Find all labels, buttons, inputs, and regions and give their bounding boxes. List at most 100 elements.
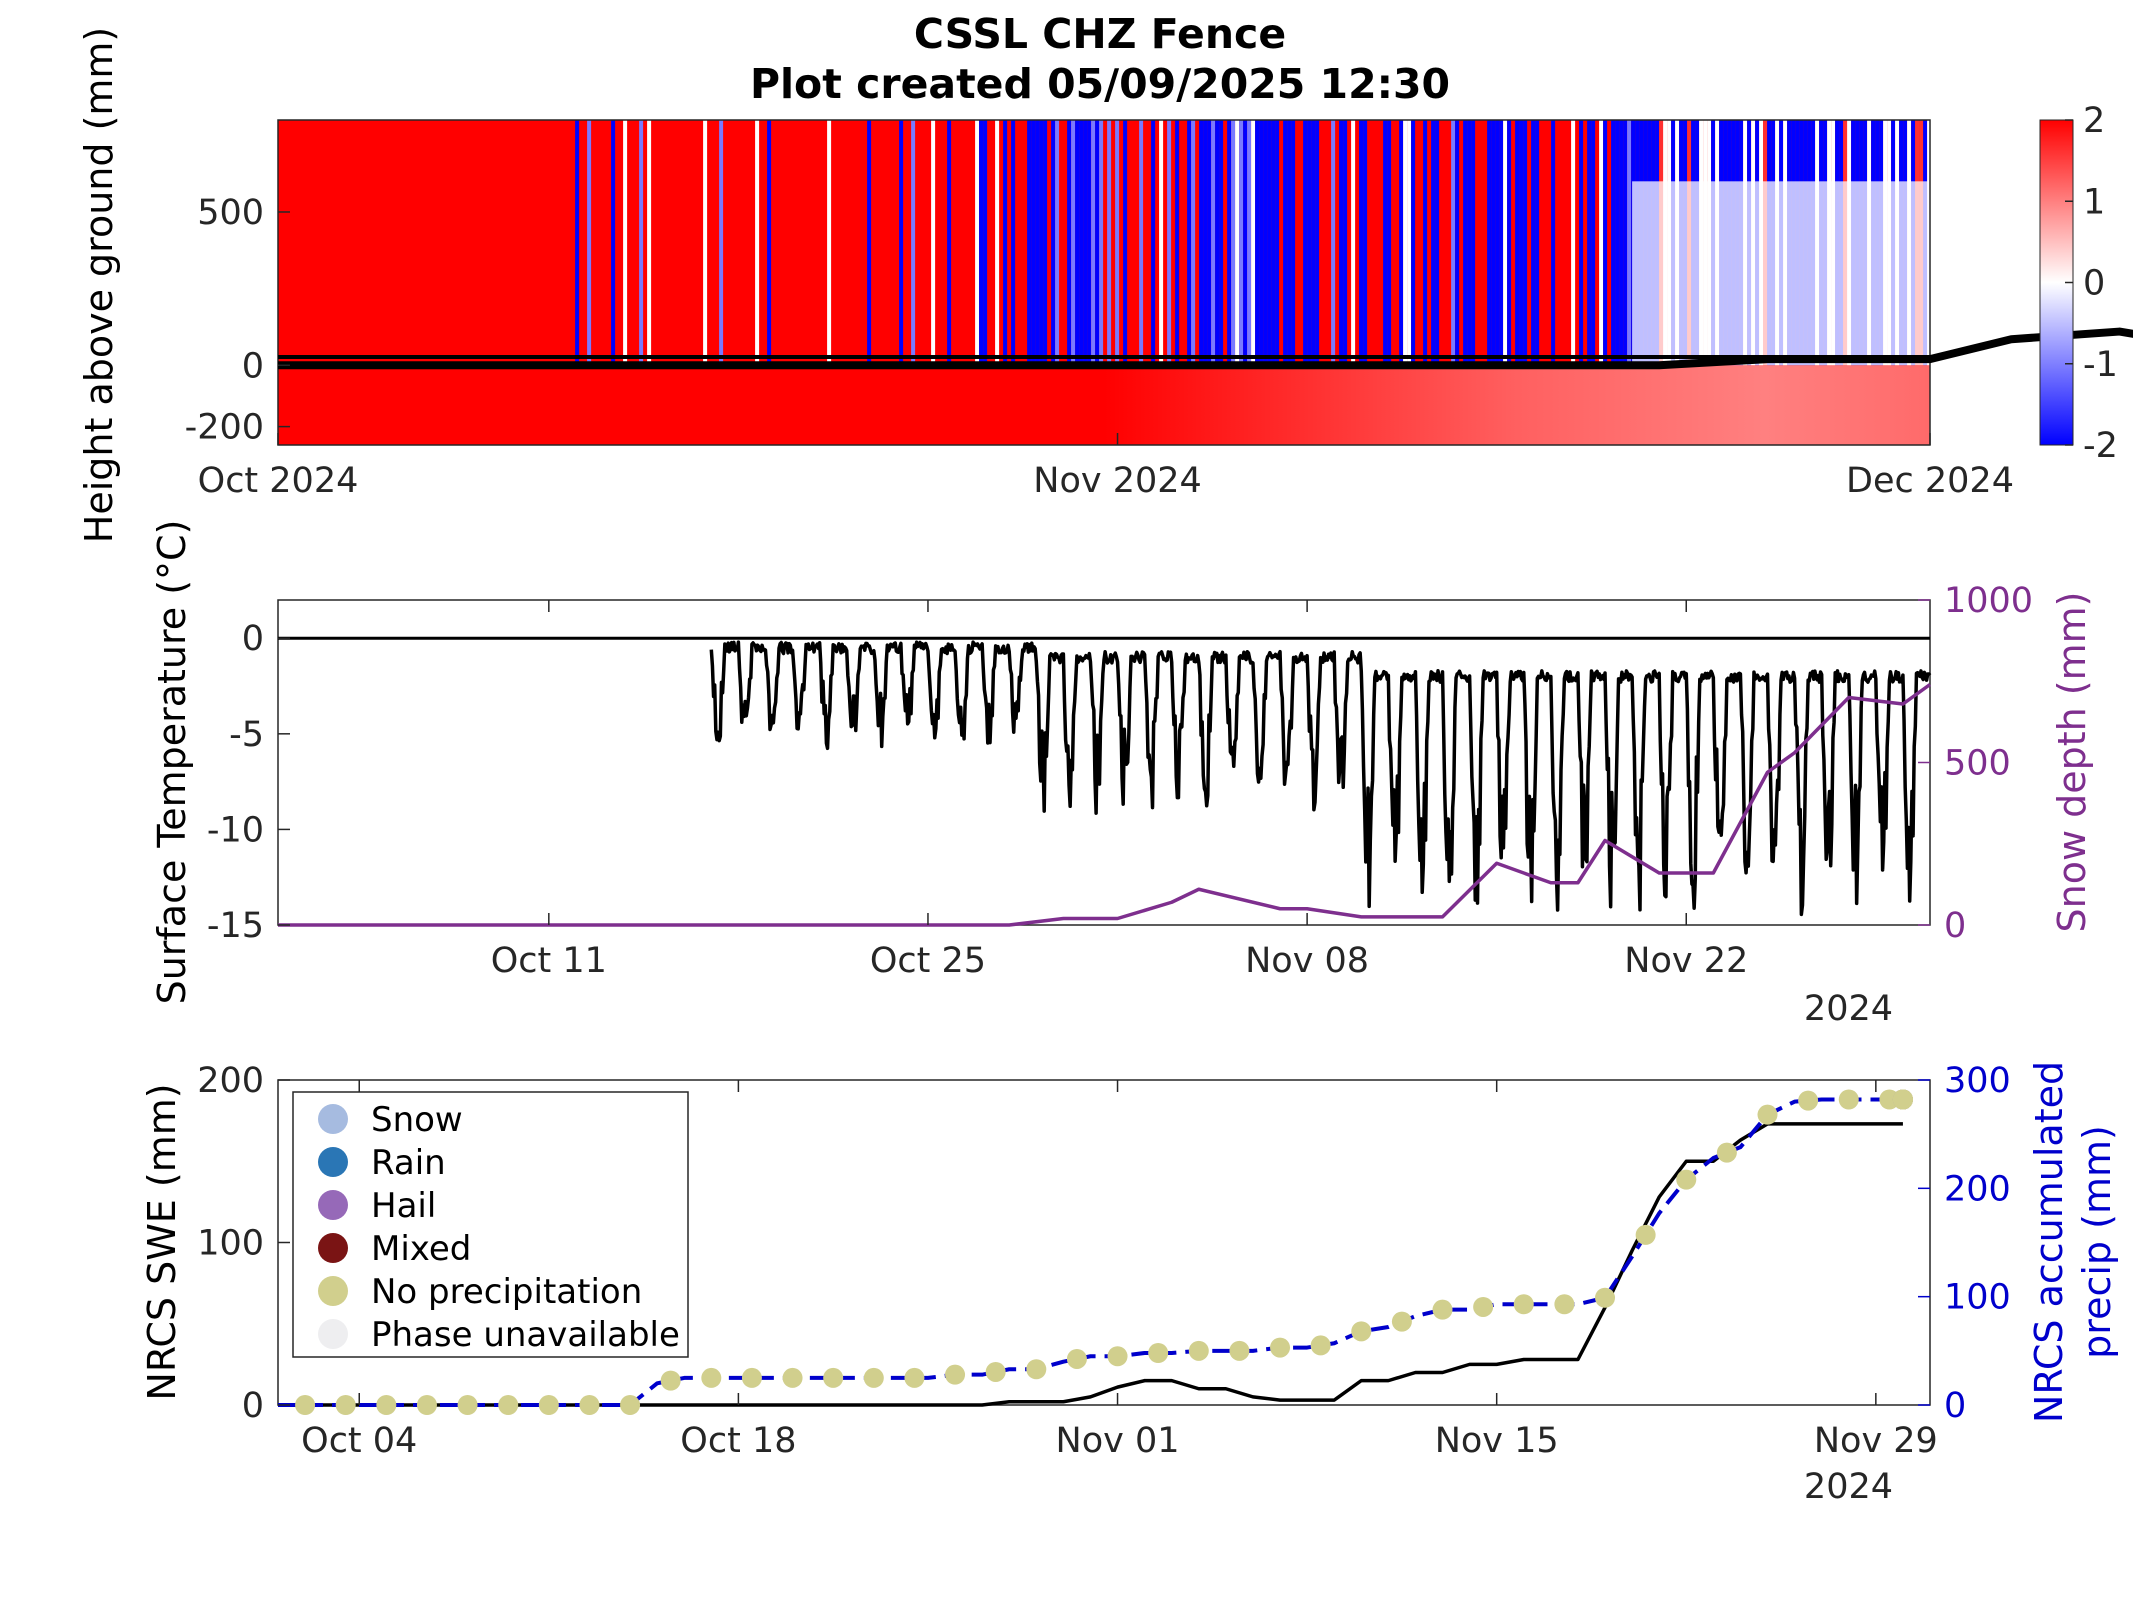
heatmap-cell (1515, 120, 1520, 366)
heatmap-cell (1031, 120, 1036, 366)
heatmap-cell (1231, 120, 1236, 366)
heatmap-cell (1239, 120, 1244, 366)
heatmap-cell (1271, 120, 1276, 366)
colorbar-tick-label: -1 (2083, 345, 2118, 385)
precip-marker (1595, 1287, 1616, 1308)
precip-marker (416, 1395, 437, 1415)
heatmap-cell (1139, 120, 1144, 366)
precip-marker (660, 1370, 681, 1391)
heatmap-cell (719, 120, 724, 366)
heatmap-cell (1343, 120, 1348, 366)
precip-phase-markers (295, 1089, 1913, 1415)
heatmap-cell (1079, 120, 1084, 366)
heatmap-cell (983, 120, 988, 366)
heatmap-cell (1603, 120, 1608, 366)
legend-marker (318, 1319, 348, 1349)
precip-marker (620, 1395, 641, 1415)
heatmap-cell (575, 120, 580, 366)
heatmap-cell (1519, 120, 1524, 366)
heatmap-cell (1455, 120, 1460, 366)
heatmap-cell (911, 120, 916, 366)
heatmap-cell (1387, 120, 1392, 366)
heatmap-cell (1043, 120, 1048, 366)
heatmap-cell (1491, 120, 1496, 366)
heatmap-cell (1632, 181, 1930, 366)
heatmap-y-tick-label: -200 (185, 408, 264, 448)
heatmap-cell (1431, 120, 1436, 366)
heatmap-cell (1067, 120, 1072, 366)
heatmap-cell (1435, 120, 1440, 366)
heatmap-axes-box (277, 119, 1931, 446)
temp-x-tick-label: Oct 25 (870, 941, 986, 981)
heatmap-cell (1619, 120, 1624, 366)
precip-marker (1676, 1169, 1697, 1190)
precip-marker (741, 1367, 762, 1388)
heatmap-cell (1599, 120, 1604, 366)
swe-line (278, 1122, 1903, 1407)
heatmap-cell (899, 120, 904, 366)
heatmap-cell (1035, 120, 1040, 366)
colorbar-tick-label: 1 (2083, 182, 2105, 222)
precip-marker (1391, 1311, 1412, 1332)
heatmap-cell (1331, 120, 1336, 366)
heatmap-cell (1303, 120, 1308, 366)
heatmap-cell (1011, 120, 1016, 366)
heatmap-cell (1487, 120, 1492, 366)
heatmap-cell (1227, 120, 1232, 366)
heatmap-cell (1243, 120, 1248, 366)
heatmap-cell (1207, 120, 1212, 366)
heatmap-cell (611, 120, 616, 366)
heatmap-x-tick-label: Oct 2024 (198, 461, 359, 501)
precip-marker (376, 1395, 397, 1415)
precip-marker (1838, 1089, 1859, 1110)
temp-y-tick-label: -15 (207, 906, 264, 946)
temp-x-tick-label: Oct 11 (491, 941, 607, 981)
panel-swe-precip: 200 100 0 300 200 100 0 Oct 04 Oct 18 Nov 01 Nov… (140, 1061, 2119, 1507)
temp-ylabel: Surface Temperature (°C) (150, 520, 194, 1005)
panel-temperature: 0 -5 -10 -15 1000 500 0 Oct 11 Oct 25 Nov 08 Nov… (150, 520, 2094, 1029)
precip-marker (1107, 1346, 1128, 1367)
heatmap-cell (1199, 120, 1204, 366)
heatmap-cell (1411, 120, 1416, 366)
swe-y-tick-label: 100 (197, 1224, 264, 1264)
heatmap-cell (1591, 120, 1596, 366)
heatmap-cell (1275, 120, 1280, 366)
precip-marker (863, 1367, 884, 1388)
precip-marker (823, 1367, 844, 1388)
colorbar-tick-label: -2 (2083, 426, 2118, 466)
precip-marker (1716, 1142, 1737, 1163)
heatmap-cell (1211, 120, 1216, 366)
snow-depth-line (278, 683, 1932, 927)
precip-marker (1432, 1299, 1453, 1320)
precip-marker (985, 1361, 1006, 1382)
heatmap-cell (1187, 120, 1192, 366)
heatmap-cell (1463, 120, 1468, 366)
heatmap-cell (1307, 120, 1312, 366)
precip-marker (538, 1395, 559, 1415)
precip-marker (1148, 1343, 1169, 1363)
heatmap-cell (1535, 120, 1540, 366)
precip-marker (1351, 1321, 1372, 1342)
heatmap-cell (1247, 120, 1252, 366)
precip-ylabel-line1: NRCS accumulated (2027, 1061, 2071, 1423)
heatmap-cell (975, 120, 980, 366)
heatmap-cell (1083, 120, 1088, 366)
precip-marker (945, 1364, 966, 1385)
heatmap-cell (1051, 120, 1056, 366)
precip-marker (1513, 1294, 1534, 1315)
panel-heatmap: 500 0 -200 Oct 2024 Nov 2024 Dec 2024 Height… (77, 27, 2133, 543)
temp-axes-box (277, 599, 1931, 926)
temp-y-tick-label: -10 (207, 810, 264, 850)
heatmap-cell (1159, 120, 1164, 366)
heatmap-cell (755, 120, 760, 366)
precip-y2-ticks: 300 200 100 0 (1918, 1061, 2011, 1426)
precip-y2-tick-label: 100 (1944, 1278, 2011, 1318)
precip-marker (1310, 1335, 1331, 1356)
heatmap-soil (278, 365, 1930, 445)
legend-label: Phase unavailable (371, 1315, 680, 1355)
heatmap-cell (1259, 120, 1264, 366)
precip-marker (1554, 1294, 1575, 1315)
heatmap-cell (1551, 120, 1556, 366)
heatmap-cell (1191, 120, 1196, 366)
